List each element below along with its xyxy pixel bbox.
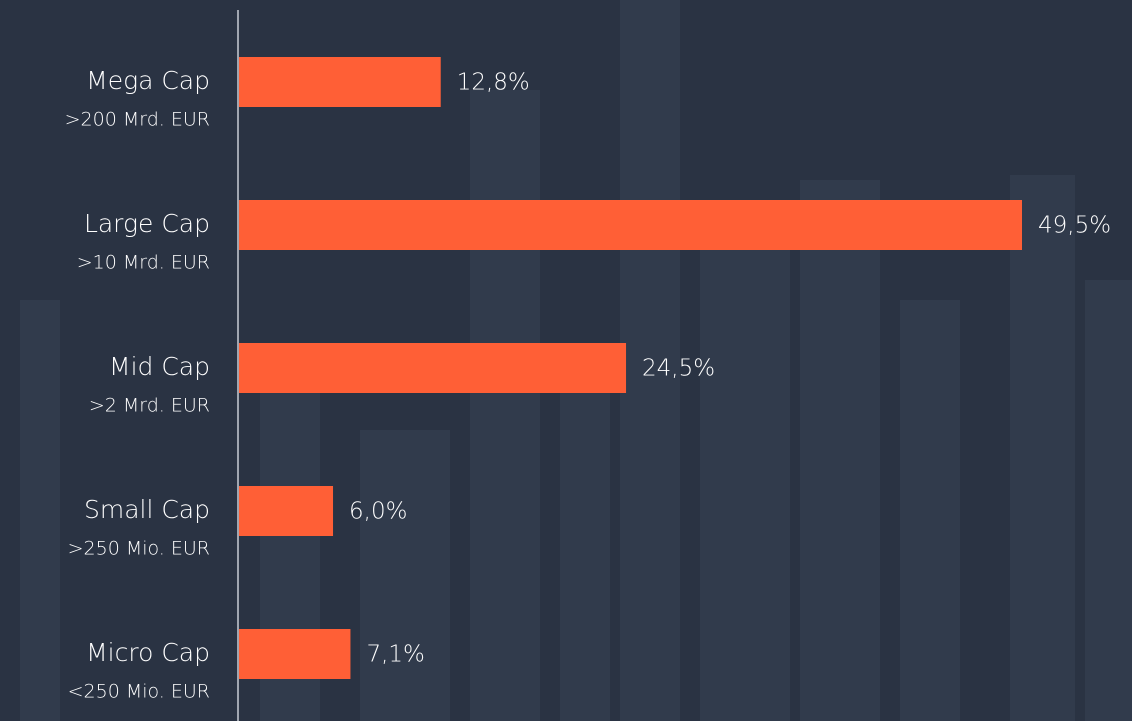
- value-label: 49,5%: [1038, 213, 1111, 239]
- category-sublabel: <250 Mio. EUR: [68, 681, 210, 703]
- category-label: Large Cap: [84, 209, 210, 238]
- value-label: 24,5%: [642, 356, 715, 382]
- bar: [239, 343, 626, 393]
- category-sublabel: >250 Mio. EUR: [68, 538, 210, 560]
- category-label: Mega Cap: [86, 66, 210, 95]
- category-label: Small Cap: [84, 495, 210, 524]
- category-label: Mid Cap: [109, 352, 210, 381]
- category-sublabel: >10 Mrd. EUR: [77, 252, 210, 274]
- page: {"chart_data": {"type": "bar", "orientat…: [0, 0, 1132, 721]
- value-label: 7,1%: [366, 642, 424, 668]
- bar: [239, 200, 1022, 250]
- value-label: 6,0%: [349, 499, 407, 525]
- bar: [239, 486, 333, 536]
- category-sublabel: >200 Mrd. EUR: [65, 109, 210, 131]
- category-label: Micro Cap: [86, 638, 210, 667]
- value-label: 12,8%: [457, 70, 530, 96]
- bar: [239, 57, 441, 107]
- chart: Mega Cap >200 Mrd. EUR 12,8% Large Cap >10 M…: [0, 0, 1132, 721]
- category-sublabel: >2 Mrd. EUR: [89, 395, 210, 417]
- bar: [239, 629, 350, 679]
